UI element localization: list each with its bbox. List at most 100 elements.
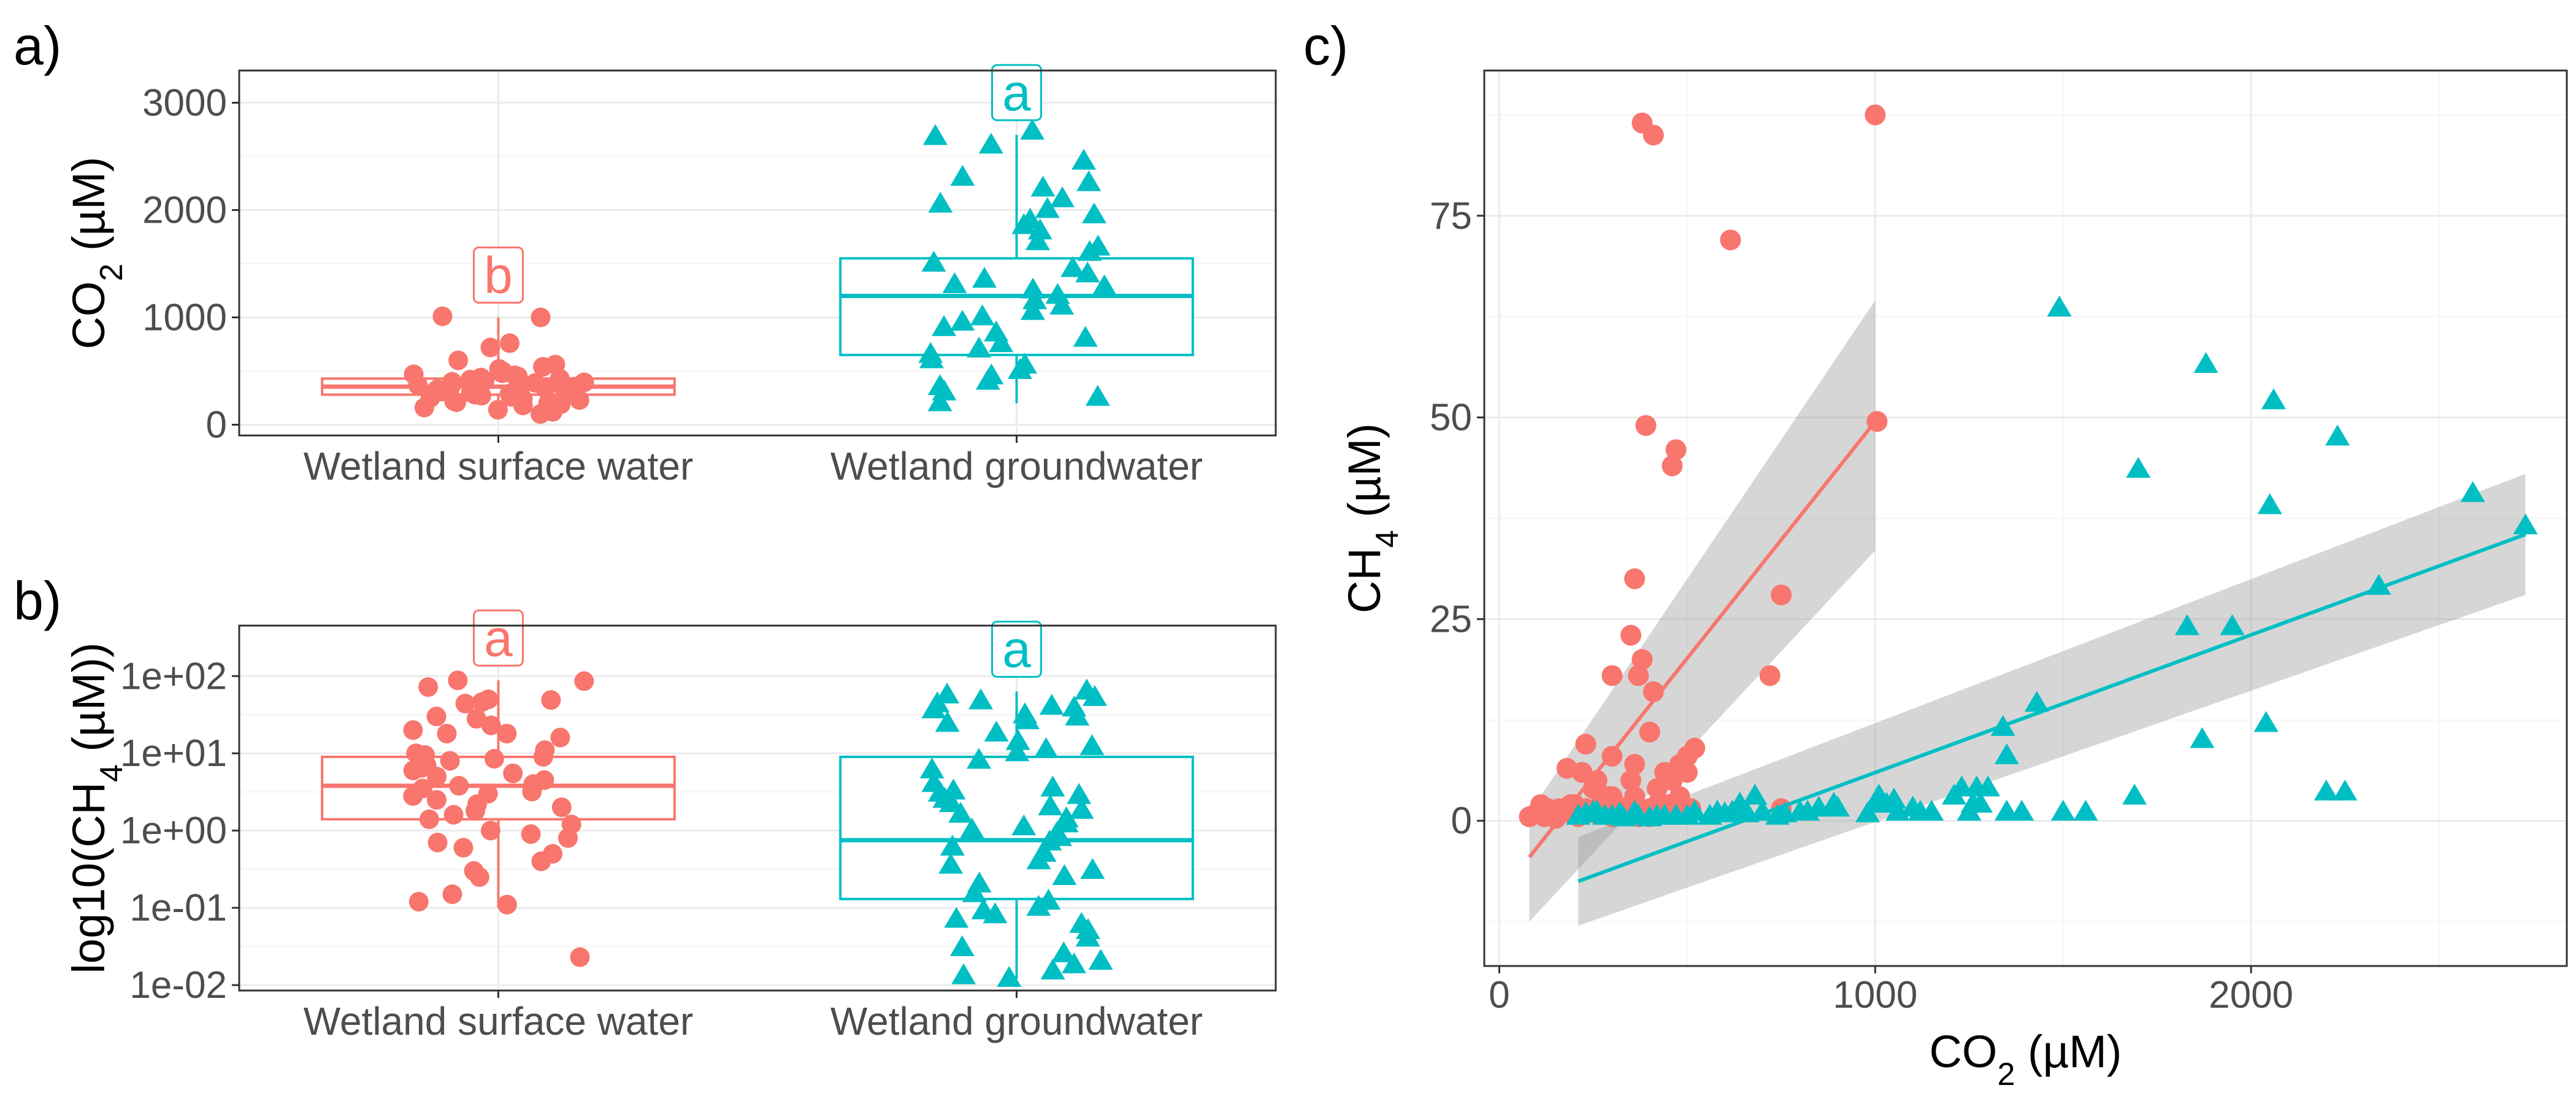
data-point (932, 315, 957, 336)
data-point (1635, 415, 1657, 436)
data-point (570, 947, 590, 967)
data-point (1033, 737, 1059, 758)
significance-label: a (473, 609, 524, 667)
data-point (418, 677, 439, 697)
y-tick-label: 1e+00 (120, 810, 227, 852)
data-point (1060, 256, 1086, 277)
data-point (535, 378, 555, 398)
data-point (1038, 794, 1063, 816)
y-tick-label: 2000 (142, 190, 227, 232)
data-point (1081, 202, 1106, 224)
data-point (426, 707, 447, 727)
data-point (1026, 895, 1051, 916)
panel-b-axes: 1e-02 1e-01 1e+00 1e+01 1e+02 Wetland surface… (120, 655, 1203, 1043)
y-tick-label: 0 (206, 404, 227, 447)
data-point (448, 350, 469, 370)
data-point (551, 797, 572, 818)
data-point (919, 757, 945, 779)
data-point (448, 670, 468, 691)
regression-line (1528, 420, 1877, 859)
data-point (951, 963, 976, 984)
data-point (531, 307, 551, 328)
panel-c-frame (1483, 69, 2568, 967)
data-point (1994, 743, 2019, 764)
data-point (1665, 439, 1687, 461)
y-tick-label: 3000 (142, 82, 227, 125)
data-point (922, 124, 948, 145)
data-point (935, 711, 960, 732)
data-point (1067, 783, 1092, 804)
data-point (1674, 803, 1700, 825)
data-point (521, 824, 541, 844)
data-point (1082, 684, 1107, 706)
data-point (1968, 791, 1993, 813)
data-point (1720, 229, 1741, 251)
data-point (968, 688, 994, 710)
data-point (2220, 614, 2245, 635)
data-point (1639, 721, 1660, 743)
category-label: Wetland groundwater (830, 444, 1203, 488)
data-point (1049, 293, 1075, 315)
data-point (1631, 649, 1653, 670)
data-point (1007, 358, 1032, 379)
data-point (1065, 704, 1090, 726)
data-point (1075, 926, 1100, 947)
data-point (1011, 213, 1037, 234)
x-tick-label: 0 (1489, 974, 1509, 1016)
data-point (1825, 795, 1850, 817)
significance-letter: a (1002, 64, 1031, 121)
data-point (453, 838, 473, 858)
data-point (1040, 958, 1065, 979)
y-tick-label: 1e-02 (129, 964, 227, 1006)
data-point (1676, 762, 1698, 783)
data-point (427, 832, 448, 853)
data-point (972, 267, 997, 288)
data-point (533, 357, 553, 377)
data-point (1765, 803, 1790, 825)
data-point (1885, 800, 1911, 821)
data-point (967, 336, 992, 358)
data-point (1942, 783, 1967, 805)
panel-c-x-axis-title: CO2 (µM) (1929, 1026, 2122, 1092)
data-point (1622, 800, 1647, 821)
data-point (503, 763, 523, 783)
data-point (469, 867, 489, 887)
data-point (522, 781, 542, 802)
data-point (1088, 949, 1113, 970)
data-point (1071, 148, 1096, 170)
data-point (944, 907, 969, 928)
data-point (2313, 780, 2339, 801)
data-point (1022, 288, 1048, 310)
data-point (440, 751, 460, 771)
data-point (1646, 778, 1668, 799)
data-point (1643, 125, 1664, 146)
data-point (1020, 118, 1045, 140)
panel-a-y-axis-title: CO2 (µM) (63, 156, 129, 349)
data-point (558, 828, 578, 848)
data-point (1771, 584, 1792, 605)
data-point (1075, 261, 1100, 283)
data-point (480, 821, 500, 841)
regression-line (1577, 532, 2526, 883)
data-point (1005, 729, 1030, 750)
data-point (414, 397, 434, 418)
data-point (2325, 424, 2350, 446)
data-point (1073, 326, 1098, 347)
data-point (1704, 800, 1730, 821)
data-point (472, 386, 492, 406)
data-point (1025, 229, 1050, 250)
data-point (950, 164, 975, 186)
data-point (466, 801, 486, 821)
significance-letter: a (484, 609, 513, 667)
significance-label-box (473, 247, 524, 304)
significance-label-box (473, 609, 524, 667)
data-point (978, 132, 1003, 154)
significance-label: a (991, 64, 1042, 121)
x-tick-label: 1000 (1833, 974, 1917, 1016)
data-point (1601, 665, 1623, 686)
data-point (403, 720, 423, 740)
data-point (1052, 864, 1077, 885)
data-point (1069, 797, 1094, 819)
